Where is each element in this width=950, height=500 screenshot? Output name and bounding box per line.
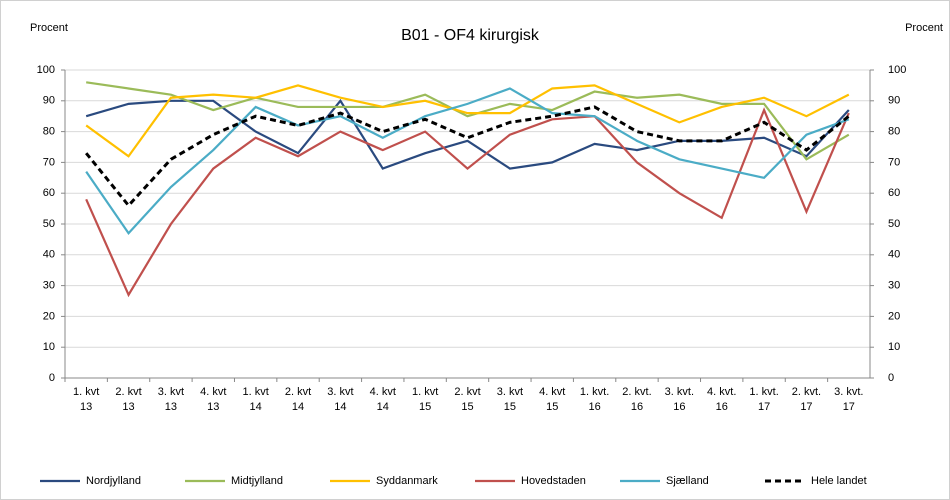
series-line <box>85 87 850 236</box>
x-tick-label: 15 <box>546 401 558 413</box>
y-axis-label: Procent <box>30 22 68 34</box>
x-tick-label: 16 <box>588 401 600 413</box>
series-line <box>86 81 850 161</box>
legend-label: Nordjylland <box>86 475 141 487</box>
x-tick-label: 4. kvt <box>200 386 226 398</box>
y2-tick-label: 10 <box>888 341 900 353</box>
y2-tick-label: 50 <box>888 218 900 230</box>
x-tick-label: 2. kvt <box>454 386 480 398</box>
legend-label: Sjælland <box>666 475 709 487</box>
legend-label: Hovedstaden <box>521 475 586 487</box>
x-tick-label: 2. kvt <box>115 386 141 398</box>
y-tick-label: 20 <box>43 310 55 322</box>
x-tick-label: 4. kvt. <box>707 386 736 398</box>
x-tick-label: 15 <box>461 401 473 413</box>
y2-tick-label: 90 <box>888 95 900 107</box>
y2-axis-label: Procent <box>905 22 943 34</box>
x-tick-label: 2. kvt. <box>792 386 821 398</box>
y-tick-label: 50 <box>43 218 55 230</box>
y-tick-label: 90 <box>43 95 55 107</box>
x-tick-label: 3. kvt. <box>834 386 863 398</box>
x-tick-label: 17 <box>843 401 855 413</box>
y-tick-label: 60 <box>43 187 55 199</box>
chart-title: B01 - OF4 kirurgisk <box>401 27 540 44</box>
x-tick-label: 14 <box>250 401 262 413</box>
x-tick-label: 15 <box>419 401 431 413</box>
y2-tick-label: 100 <box>888 64 906 76</box>
x-tick-label: 2. kvt <box>285 386 311 398</box>
x-tick-label: 17 <box>758 401 770 413</box>
y-tick-label: 10 <box>43 341 55 353</box>
y-tick-label: 70 <box>43 156 55 168</box>
y-tick-label: 30 <box>43 280 55 292</box>
y2-tick-label: 20 <box>888 310 900 322</box>
x-tick-label: 16 <box>673 401 685 413</box>
x-tick-label: 4. kvt <box>539 386 565 398</box>
legend-label: Syddanmark <box>376 475 438 487</box>
x-tick-label: 13 <box>207 401 219 413</box>
series-line <box>85 105 850 208</box>
x-tick-label: 17 <box>800 401 812 413</box>
y-tick-label: 100 <box>37 64 55 76</box>
x-tick-label: 13 <box>165 401 177 413</box>
y2-tick-label: 80 <box>888 126 900 138</box>
y2-tick-label: 60 <box>888 187 900 199</box>
x-tick-label: 1. kvt <box>73 386 99 398</box>
x-tick-label: 1. kvt <box>243 386 269 398</box>
x-tick-label: 1. kvt. <box>580 386 609 398</box>
legend-label: Midtjylland <box>231 475 283 487</box>
x-tick-label: 3. kvt. <box>665 386 694 398</box>
x-tick-label: 1. kvt <box>412 386 438 398</box>
y2-tick-label: 30 <box>888 280 900 292</box>
x-tick-label: 16 <box>631 401 643 413</box>
y-tick-label: 0 <box>49 372 55 384</box>
x-tick-label: 14 <box>377 401 389 413</box>
legend-label: Hele landet <box>811 475 867 487</box>
x-tick-label: 13 <box>122 401 134 413</box>
y-tick-label: 40 <box>43 249 55 261</box>
x-tick-label: 4. kvt <box>370 386 396 398</box>
x-tick-label: 14 <box>292 401 304 413</box>
y-tick-label: 80 <box>43 126 55 138</box>
series-line <box>85 84 850 158</box>
x-tick-label: 2. kvt. <box>622 386 651 398</box>
x-tick-label: 14 <box>334 401 346 413</box>
y2-tick-label: 40 <box>888 249 900 261</box>
x-tick-label: 3. kvt <box>497 386 523 398</box>
series-line <box>85 107 850 298</box>
y2-tick-label: 70 <box>888 156 900 168</box>
x-tick-label: 16 <box>716 401 728 413</box>
x-tick-label: 15 <box>504 401 516 413</box>
x-tick-label: 3. kvt <box>327 386 353 398</box>
x-tick-label: 13 <box>80 401 92 413</box>
x-tick-label: 3. kvt <box>158 386 184 398</box>
y2-tick-label: 0 <box>888 372 894 384</box>
x-tick-label: 1. kvt. <box>749 386 778 398</box>
